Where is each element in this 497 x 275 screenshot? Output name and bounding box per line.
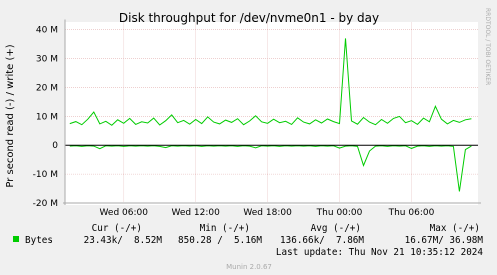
plot-area <box>65 22 478 205</box>
y-axis-label: Pr second read (-) / write (+) <box>5 44 16 187</box>
x-tick-label: Wed 12:00 <box>171 208 220 218</box>
last-update: Last update: Thu Nov 21 10:35:12 2024 <box>276 247 483 258</box>
x-tick-label: Wed 06:00 <box>100 208 149 218</box>
x-tick-label: Wed 18:00 <box>243 208 292 218</box>
y-tick-label: 10 M <box>36 112 58 122</box>
y-tick-label: -10 M <box>33 170 58 180</box>
legend-header: Min (-/+) <box>200 223 250 234</box>
series-line <box>69 38 472 126</box>
legend-stat: 136.66k/ 7.86M <box>280 235 364 246</box>
y-tick-label: -20 M <box>33 199 58 209</box>
y-tick-label: 30 M <box>36 55 58 65</box>
side-text: RRDTOOL / TOBI OETIKER <box>484 8 491 85</box>
legend-swatch <box>13 236 19 242</box>
y-tick-label: 0 <box>52 141 58 151</box>
legend-stat: 850.28 / 5.16M <box>178 235 262 246</box>
chart-title: Disk throughput for /dev/nvme0n1 - by da… <box>119 11 379 25</box>
legend-header: Max (-/+) <box>430 223 480 234</box>
series-line <box>69 145 472 192</box>
legend-header: Avg (-/+) <box>311 223 361 234</box>
legend-entry: Bytes <box>25 235 53 246</box>
y-tick-label: 40 M <box>36 26 58 36</box>
footer: Munin 2.0.67 <box>226 263 272 271</box>
y-tick-label: 20 M <box>36 83 58 93</box>
legend-header: Cur (-/+) <box>92 223 142 234</box>
legend-stat: 23.43k/ 8.52M <box>84 235 163 246</box>
x-tick-label: Thu 00:00 <box>316 208 363 218</box>
legend-stat: 16.67M/ 36.98M <box>405 235 484 246</box>
x-tick-label: Thu 06:00 <box>388 208 435 218</box>
